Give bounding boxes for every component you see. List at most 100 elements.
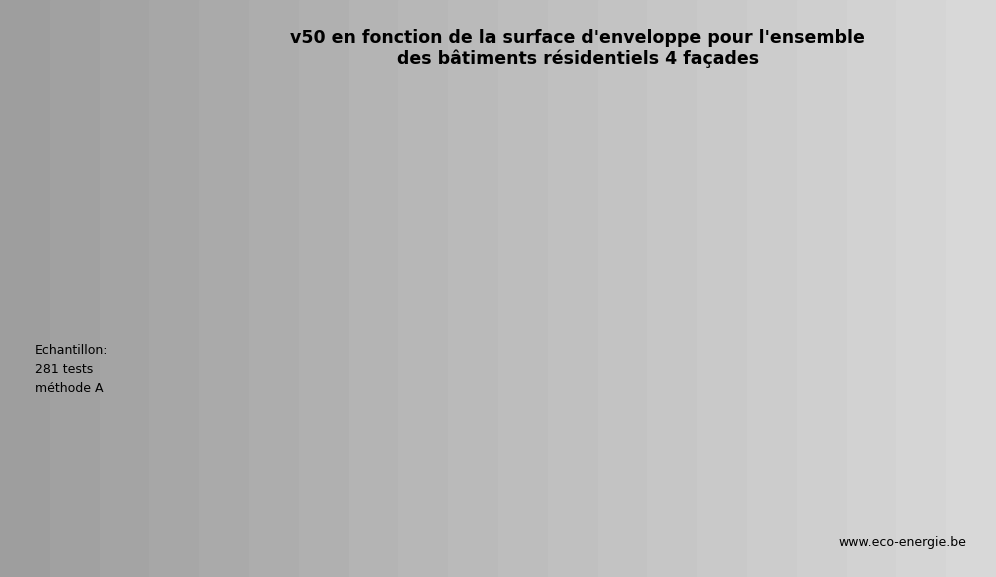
Point bbox=[448, 350, 464, 359]
Point bbox=[363, 339, 378, 348]
Point bbox=[393, 315, 409, 324]
Point bbox=[391, 332, 407, 341]
Point bbox=[391, 334, 407, 343]
Point bbox=[383, 343, 399, 352]
Point bbox=[371, 296, 386, 305]
Point bbox=[438, 331, 454, 340]
Point bbox=[432, 316, 448, 325]
Point bbox=[391, 351, 407, 360]
Point bbox=[392, 362, 408, 371]
Point bbox=[349, 338, 365, 347]
Point bbox=[371, 308, 386, 317]
Text: Simulation Batiments: Simulation Batiments bbox=[473, 90, 783, 224]
Point bbox=[377, 348, 393, 357]
Point bbox=[332, 327, 348, 336]
Point bbox=[370, 325, 385, 334]
Point bbox=[412, 315, 428, 324]
Point bbox=[434, 316, 450, 325]
Point bbox=[405, 332, 421, 341]
Point bbox=[456, 317, 472, 326]
Point bbox=[495, 252, 511, 261]
Point bbox=[429, 353, 445, 362]
Point bbox=[437, 349, 453, 358]
Point bbox=[411, 297, 427, 306]
Point bbox=[374, 359, 390, 369]
Point bbox=[387, 333, 403, 342]
Point bbox=[395, 338, 411, 347]
Point bbox=[382, 338, 398, 347]
Point bbox=[378, 336, 394, 346]
Point bbox=[409, 334, 425, 343]
Point bbox=[473, 212, 489, 222]
Point bbox=[416, 336, 432, 346]
Point bbox=[353, 358, 369, 367]
Point bbox=[411, 352, 427, 361]
Point bbox=[442, 332, 458, 341]
Point bbox=[321, 198, 337, 208]
Point bbox=[477, 306, 493, 315]
Point bbox=[413, 351, 429, 361]
Point bbox=[334, 340, 350, 350]
Point bbox=[397, 340, 413, 349]
Point bbox=[404, 371, 420, 380]
Point bbox=[408, 280, 424, 289]
Point bbox=[419, 276, 435, 285]
Point bbox=[420, 353, 436, 362]
Point bbox=[336, 318, 352, 327]
Point bbox=[439, 340, 455, 349]
Point bbox=[369, 334, 384, 343]
Text: Echantillon:
281 tests
méthode A: Echantillon: 281 tests méthode A bbox=[35, 344, 109, 395]
Point bbox=[389, 347, 405, 357]
Point bbox=[467, 366, 483, 375]
Point bbox=[479, 346, 495, 355]
Point bbox=[385, 354, 401, 363]
Point bbox=[384, 326, 400, 335]
Point bbox=[366, 343, 381, 352]
Point bbox=[426, 351, 442, 361]
Point bbox=[378, 364, 394, 373]
Point bbox=[338, 337, 354, 346]
Point bbox=[360, 331, 375, 340]
Point bbox=[419, 357, 435, 366]
Point bbox=[411, 353, 427, 362]
Point bbox=[372, 324, 387, 334]
Point bbox=[457, 347, 473, 357]
Point bbox=[454, 354, 470, 363]
Point bbox=[354, 323, 370, 332]
Point bbox=[451, 262, 467, 271]
Point bbox=[361, 326, 376, 335]
Point bbox=[431, 359, 447, 368]
Point bbox=[424, 321, 440, 331]
Point bbox=[473, 205, 489, 215]
Point bbox=[403, 308, 419, 317]
Point bbox=[394, 358, 410, 367]
Point bbox=[369, 369, 384, 378]
Point bbox=[440, 106, 456, 115]
Point bbox=[425, 314, 441, 323]
Point bbox=[373, 304, 388, 313]
Point bbox=[593, 354, 609, 363]
Point bbox=[412, 331, 428, 340]
Point bbox=[343, 202, 359, 211]
Point bbox=[615, 361, 630, 370]
Point bbox=[417, 326, 433, 335]
Point bbox=[453, 336, 469, 345]
Point bbox=[420, 356, 436, 365]
Point bbox=[375, 321, 391, 330]
Point bbox=[415, 327, 431, 336]
Point bbox=[350, 372, 366, 381]
Point bbox=[372, 306, 387, 316]
Point bbox=[400, 313, 416, 323]
Point bbox=[497, 336, 513, 346]
Point bbox=[409, 348, 425, 357]
Point bbox=[360, 324, 375, 333]
Point bbox=[388, 319, 404, 328]
Point bbox=[405, 328, 421, 338]
Point bbox=[415, 327, 431, 336]
Point bbox=[582, 359, 598, 368]
Point bbox=[423, 324, 439, 334]
Point bbox=[381, 346, 397, 355]
Point bbox=[401, 309, 417, 319]
Point bbox=[374, 317, 389, 327]
Point bbox=[398, 307, 414, 316]
